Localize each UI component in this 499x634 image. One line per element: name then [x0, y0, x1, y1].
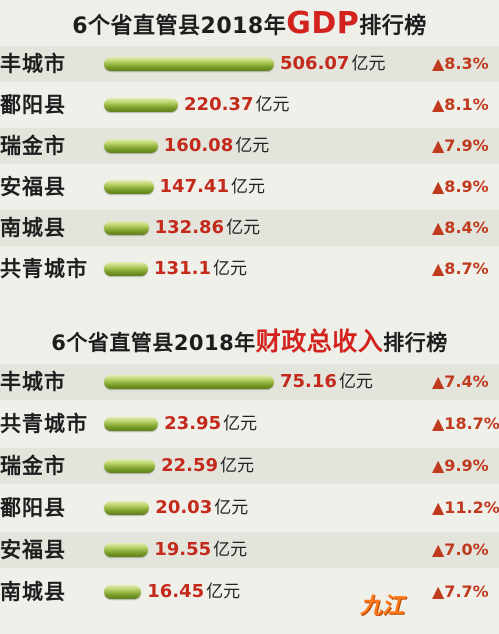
- bar: [104, 98, 179, 112]
- value-number: 75.16: [280, 371, 337, 392]
- gdp-title-pre: 6个省直管县2018年: [72, 14, 287, 39]
- bar-row: 丰城市 75.16 亿元 ▲7.4%: [0, 364, 499, 400]
- bar-row: 安福县 147.41 亿元 ▲8.9%: [0, 169, 499, 205]
- value-unit: 亿元: [230, 177, 265, 197]
- growth-label: ▲8.3%: [432, 54, 489, 73]
- bar: [104, 501, 150, 515]
- bar: [104, 221, 149, 235]
- category-label: 鄱阳县: [0, 496, 66, 520]
- value-unit: 亿元: [220, 456, 255, 476]
- growth-label: ▲7.9%: [432, 136, 489, 155]
- bar-row: 瑞金市 22.59 亿元 ▲9.9%: [0, 448, 499, 484]
- value-unit: 亿元: [351, 54, 386, 74]
- bar-row: 鄱阳县 220.37 亿元 ▲8.1%: [0, 87, 499, 123]
- growth-label: ▲7.0%: [432, 540, 489, 559]
- value-unit: 亿元: [255, 95, 290, 115]
- category-label: 南城县: [0, 580, 66, 604]
- value-label: 23.95 亿元: [164, 406, 257, 442]
- bar: [104, 459, 156, 473]
- value-number: 506.07: [280, 53, 350, 74]
- value-label: 16.45 亿元: [147, 574, 240, 610]
- revenue-title-post: 排行榜: [383, 331, 448, 355]
- revenue-title-highlight: 财政总收入: [255, 327, 384, 356]
- category-label: 丰城市: [0, 370, 66, 394]
- value-number: 220.37: [184, 94, 254, 115]
- value-unit: 亿元: [212, 259, 247, 279]
- value-label: 131.1 亿元: [154, 251, 247, 287]
- value-number: 22.59: [161, 455, 219, 476]
- category-label: 安福县: [0, 175, 66, 199]
- value-number: 147.41: [159, 176, 229, 197]
- value-number: 23.95: [164, 413, 222, 434]
- value-label: 22.59 亿元: [161, 448, 254, 484]
- gdp-title-highlight: GDP: [286, 6, 360, 41]
- bar-row: 丰城市 506.07 亿元 ▲8.3%: [0, 46, 499, 82]
- value-unit: 亿元: [338, 372, 373, 392]
- value-label: 160.08 亿元: [164, 128, 269, 164]
- value-number: 131.1: [154, 258, 211, 279]
- category-label: 安福县: [0, 538, 66, 562]
- revenue-title-pre: 6个省直管县2018年: [51, 331, 256, 355]
- bar-row: 共青城市 131.1 亿元 ▲8.7%: [0, 251, 499, 287]
- growth-label: ▲9.9%: [432, 456, 489, 475]
- bar: [104, 585, 142, 599]
- gdp-title: 6个省直管县2018年GDP排行榜: [0, 4, 499, 44]
- category-label: 瑞金市: [0, 454, 66, 478]
- bar: [104, 57, 274, 71]
- bar-row: 瑞金市 160.08 亿元 ▲7.9%: [0, 128, 499, 164]
- bar: [104, 543, 149, 557]
- bar: [104, 417, 159, 431]
- gdp-title-post: 排行榜: [359, 14, 427, 39]
- value-label: 220.37 亿元: [184, 87, 289, 123]
- value-unit: 亿元: [226, 218, 261, 238]
- growth-label: ▲8.4%: [432, 218, 489, 237]
- value-number: 19.55: [154, 539, 212, 560]
- bar-row: 鄱阳县 20.03 亿元 ▲11.2%: [0, 490, 499, 526]
- value-unit: 亿元: [213, 540, 248, 560]
- value-label: 19.55 亿元: [154, 532, 247, 568]
- value-label: 75.16 亿元: [280, 364, 373, 400]
- value-label: 147.41 亿元: [160, 169, 265, 205]
- value-unit: 亿元: [235, 136, 270, 156]
- growth-label: ▲7.7%: [432, 582, 489, 601]
- revenue-title: 6个省直管县2018年财政总收入排行榜: [0, 322, 499, 362]
- value-label: 20.03 亿元: [155, 490, 248, 526]
- growth-label: ▲11.2%: [432, 498, 499, 517]
- category-label: 鄱阳县: [0, 93, 66, 117]
- bar: [104, 375, 274, 389]
- bar-row: 南城县 132.86 亿元 ▲8.4%: [0, 210, 499, 246]
- growth-label: ▲8.1%: [432, 95, 489, 114]
- bar: [104, 180, 154, 194]
- category-label: 瑞金市: [0, 134, 66, 158]
- bar: [104, 262, 149, 276]
- value-number: 132.86: [154, 217, 225, 238]
- bar-row: 共青城市 23.95 亿元 ▲18.7%: [0, 406, 499, 442]
- bar: [104, 139, 158, 153]
- category-label: 南城县: [0, 216, 66, 240]
- value-unit: 亿元: [223, 414, 258, 434]
- value-label: 132.86 亿元: [155, 210, 260, 246]
- value-unit: 亿元: [214, 498, 249, 518]
- growth-label: ▲8.9%: [432, 177, 489, 196]
- category-label: 共青城市: [0, 257, 88, 281]
- category-label: 共青城市: [0, 412, 88, 436]
- growth-label: ▲8.7%: [432, 259, 489, 278]
- value-number: 16.45: [147, 581, 205, 602]
- value-number: 160.08: [163, 135, 234, 156]
- bar-row: 南城县 16.45 亿元 ▲7.7%: [0, 574, 499, 610]
- watermark-logo: 九江: [360, 594, 405, 619]
- bar-row: 安福县 19.55 亿元 ▲7.0%: [0, 532, 499, 568]
- value-label: 506.07 亿元: [280, 46, 385, 82]
- value-unit: 亿元: [206, 582, 241, 602]
- value-number: 20.03: [155, 497, 213, 518]
- growth-label: ▲18.7%: [432, 414, 499, 433]
- growth-label: ▲7.4%: [432, 372, 489, 391]
- category-label: 丰城市: [0, 52, 66, 76]
